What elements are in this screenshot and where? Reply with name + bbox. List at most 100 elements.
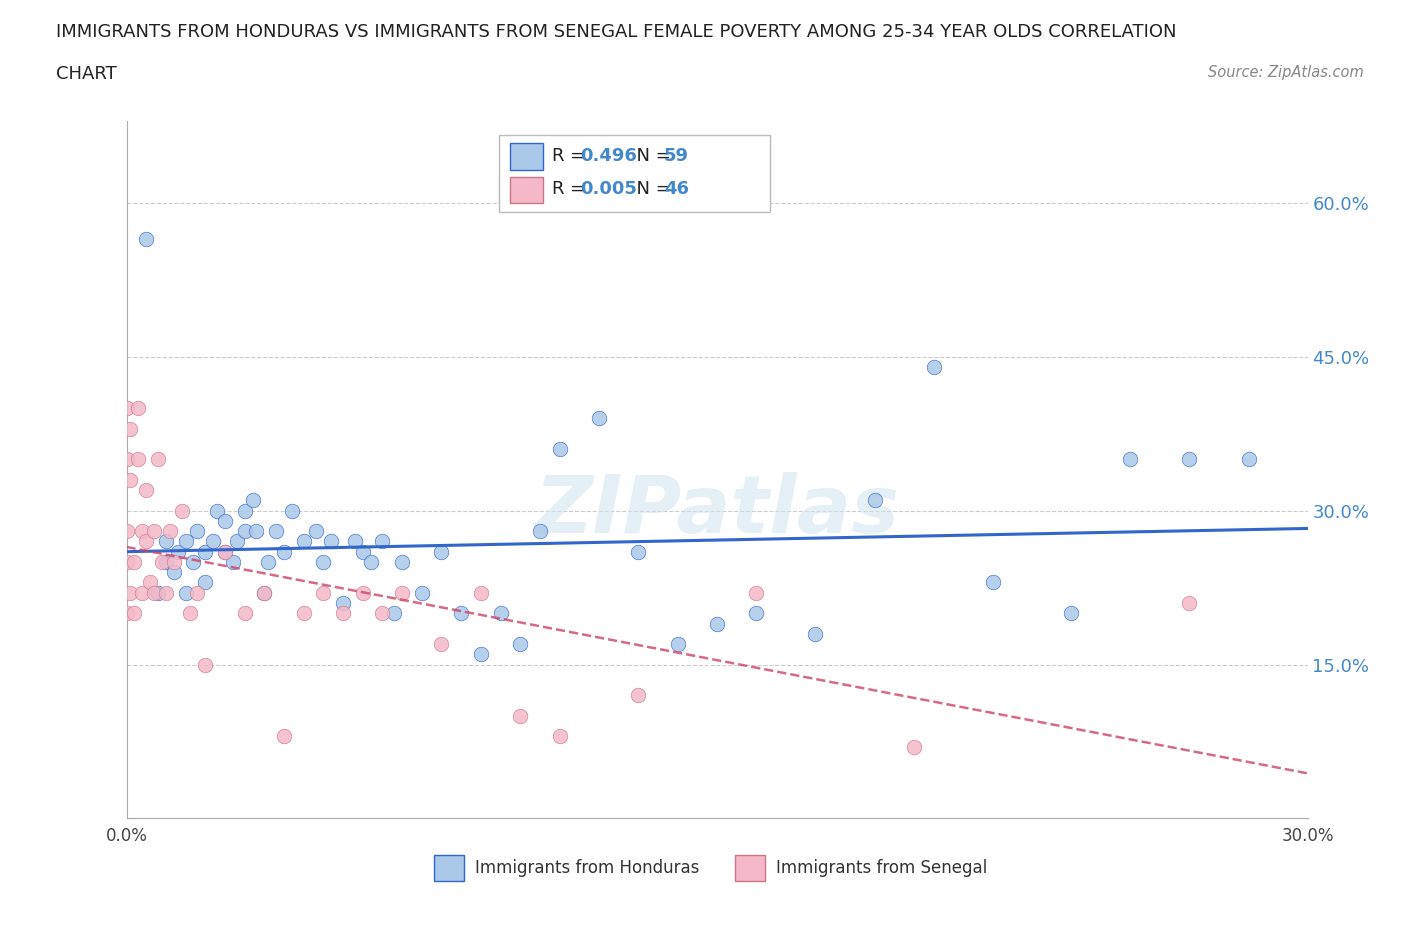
Point — [627, 688, 650, 703]
Point — [332, 605, 354, 620]
Point — [382, 605, 405, 620]
Point — [225, 534, 247, 549]
Point — [292, 605, 315, 620]
Point — [1178, 595, 1201, 610]
Point — [1119, 452, 1142, 467]
FancyBboxPatch shape — [735, 855, 765, 882]
Point — [411, 585, 433, 600]
Text: R =: R = — [551, 147, 591, 165]
Point — [981, 575, 1004, 590]
Text: CHART: CHART — [56, 65, 117, 83]
Text: Immigrants from Senegal: Immigrants from Senegal — [776, 859, 987, 877]
Point — [194, 544, 217, 559]
Point — [588, 411, 610, 426]
Point — [332, 595, 354, 610]
Point — [371, 605, 394, 620]
Point — [179, 605, 201, 620]
Point — [115, 554, 138, 569]
Point — [155, 534, 177, 549]
Point — [548, 729, 571, 744]
Point — [135, 232, 157, 246]
Text: Immigrants from Honduras: Immigrants from Honduras — [475, 859, 699, 877]
Point — [127, 401, 149, 416]
Point — [1178, 452, 1201, 467]
Point — [170, 503, 193, 518]
FancyBboxPatch shape — [499, 135, 770, 212]
Point — [166, 544, 188, 559]
Point — [233, 503, 256, 518]
Point — [186, 524, 208, 538]
Point — [183, 554, 205, 569]
Point — [202, 534, 225, 549]
Point — [124, 554, 146, 569]
Point — [489, 605, 512, 620]
Point — [233, 605, 256, 620]
Point — [143, 585, 166, 600]
Point — [163, 565, 186, 579]
Point — [627, 544, 650, 559]
Point — [205, 503, 228, 518]
Point — [131, 585, 153, 600]
Point — [273, 544, 295, 559]
Point — [745, 605, 768, 620]
Point — [352, 544, 374, 559]
Point — [450, 605, 472, 620]
Text: 0.496: 0.496 — [581, 147, 637, 165]
Point — [509, 637, 531, 652]
Point — [163, 554, 186, 569]
Point — [529, 524, 551, 538]
Point — [391, 585, 413, 600]
Point — [242, 493, 264, 508]
Text: Source: ZipAtlas.com: Source: ZipAtlas.com — [1208, 65, 1364, 80]
Point — [281, 503, 304, 518]
Point — [666, 637, 689, 652]
Point — [214, 513, 236, 528]
Point — [430, 637, 453, 652]
Point — [548, 442, 571, 457]
Point — [214, 544, 236, 559]
Point — [273, 729, 295, 744]
Point — [257, 554, 280, 569]
Point — [391, 554, 413, 569]
Point — [135, 483, 157, 498]
Text: IMMIGRANTS FROM HONDURAS VS IMMIGRANTS FROM SENEGAL FEMALE POVERTY AMONG 25-34 Y: IMMIGRANTS FROM HONDURAS VS IMMIGRANTS F… — [56, 23, 1177, 41]
Point — [1060, 605, 1083, 620]
Point — [470, 585, 492, 600]
Point — [115, 524, 138, 538]
Point — [143, 524, 166, 538]
Point — [706, 616, 728, 631]
Point — [155, 554, 177, 569]
Point — [115, 605, 138, 620]
FancyBboxPatch shape — [510, 177, 544, 204]
Point — [135, 534, 157, 549]
Point — [131, 524, 153, 538]
Point — [430, 544, 453, 559]
Point — [312, 554, 335, 569]
Point — [146, 585, 169, 600]
Text: 46: 46 — [664, 180, 689, 198]
FancyBboxPatch shape — [510, 143, 544, 169]
Point — [922, 360, 945, 375]
Point — [304, 524, 326, 538]
Point — [233, 524, 256, 538]
Point — [120, 421, 142, 436]
Point — [146, 452, 169, 467]
Point — [155, 585, 177, 600]
Point — [159, 524, 181, 538]
Point — [371, 534, 394, 549]
Point — [150, 554, 173, 569]
Point — [214, 544, 236, 559]
Point — [343, 534, 366, 549]
Point — [470, 647, 492, 662]
Point — [1237, 452, 1260, 467]
Point — [194, 575, 217, 590]
Text: N =: N = — [624, 147, 676, 165]
Point — [253, 585, 276, 600]
Point — [745, 585, 768, 600]
Point — [321, 534, 343, 549]
Point — [509, 709, 531, 724]
Point — [124, 605, 146, 620]
Point — [115, 452, 138, 467]
Point — [352, 585, 374, 600]
Point — [120, 472, 142, 487]
